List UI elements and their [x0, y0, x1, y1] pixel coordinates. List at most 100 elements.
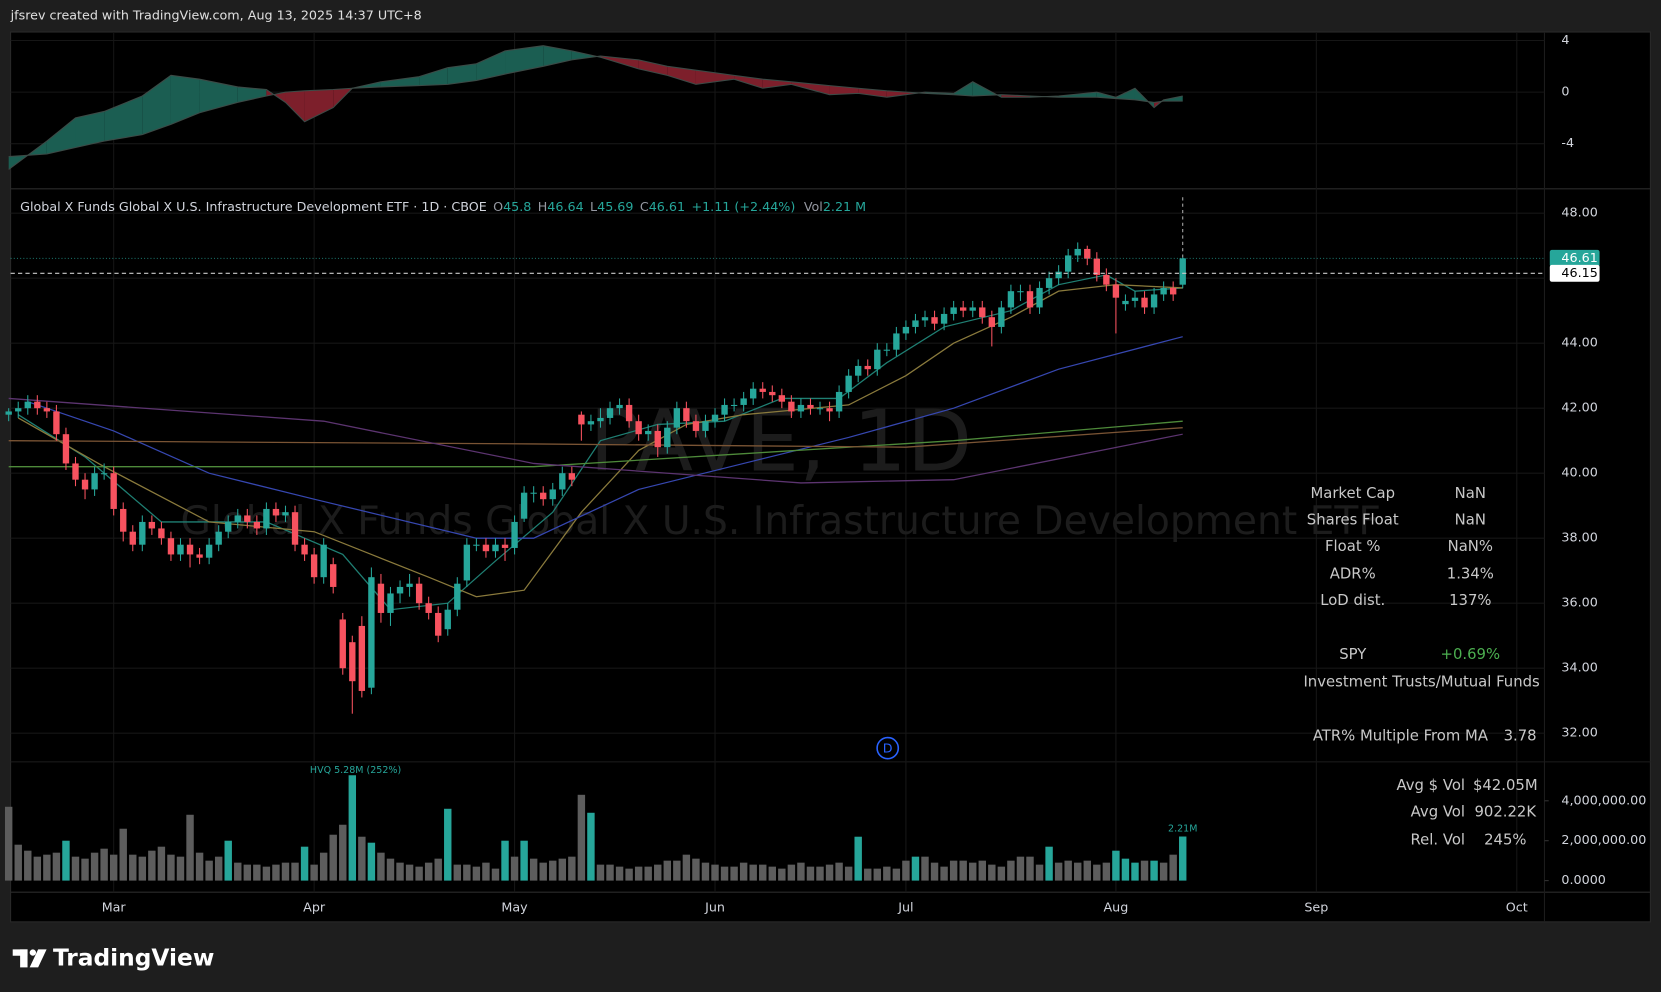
- volume-bar: [911, 856, 920, 881]
- osc-fill: [170, 75, 200, 125]
- legend-title: Global X Funds Global X U.S. Infrastruct…: [20, 198, 487, 213]
- volume-bar: [415, 866, 423, 881]
- candle-body: [91, 473, 98, 490]
- volume-bar: [348, 775, 357, 881]
- moving-average: [8, 427, 1183, 448]
- candle-body: [530, 492, 537, 494]
- volume-bar: [424, 862, 433, 881]
- info-value: NaN: [1455, 511, 1486, 528]
- volume-bar: [978, 860, 986, 881]
- volume-bar: [377, 852, 385, 881]
- osc-line: [8, 55, 1183, 158]
- candle-body: [587, 421, 595, 425]
- event-marker[interactable]: D: [876, 736, 900, 760]
- candle-body: [664, 427, 671, 448]
- volume-annotation: HVQ 5.28M (252%): [310, 765, 401, 776]
- volume-bar: [300, 846, 309, 881]
- candle-body: [15, 408, 22, 412]
- candle-body: [463, 544, 471, 581]
- volume-bar: [24, 850, 32, 881]
- candle-body: [244, 515, 251, 522]
- volume-bar: [214, 856, 223, 881]
- info-label: ADR%: [1330, 565, 1376, 582]
- x-tick-label: Apr: [303, 900, 326, 915]
- osc-fill: [380, 76, 420, 87]
- candle-body: [186, 544, 194, 555]
- volume-bar: [864, 868, 872, 881]
- candle-body: [177, 544, 184, 555]
- candle-body: [845, 375, 852, 392]
- level-label: 46.15: [1561, 265, 1597, 280]
- volume-bar: [281, 862, 290, 881]
- osc-fill: [199, 79, 238, 113]
- y-tick-label: 42.00: [1561, 400, 1597, 415]
- candle-body: [1084, 248, 1091, 259]
- volume-bar: [844, 866, 853, 881]
- candle-body: [998, 307, 1005, 327]
- y-tick-label: 36.00: [1561, 595, 1597, 610]
- info-value: 137%: [1449, 592, 1491, 609]
- candle-body: [310, 554, 318, 578]
- y-tick-label: 40.00: [1561, 465, 1597, 480]
- candle-body: [683, 408, 690, 422]
- candle-body: [625, 404, 633, 422]
- osc-fill: [1115, 88, 1135, 100]
- candle-body: [454, 583, 461, 610]
- osc-tick-label: 0: [1561, 84, 1569, 99]
- volume-bar: [768, 866, 776, 881]
- volume-bar: [549, 860, 557, 881]
- volume-bar: [253, 864, 261, 881]
- candle-body: [301, 544, 308, 555]
- volume-bar: [81, 858, 89, 881]
- osc-fill: [447, 63, 477, 85]
- osc-fill: [476, 50, 506, 81]
- y-tick-label: 34.00: [1561, 660, 1597, 675]
- volume-bar: [787, 864, 796, 881]
- candle-body: [1131, 297, 1139, 301]
- volume-tick-label: 4,000,000.00: [1561, 792, 1646, 807]
- volume-bar: [596, 864, 605, 881]
- candle-body: [1112, 284, 1120, 298]
- candle-body: [864, 365, 871, 370]
- legend-label: L: [590, 198, 598, 213]
- candle-body: [129, 531, 136, 545]
- volume-bar: [463, 864, 471, 881]
- watermark: PAVE, 1D Global X Funds Global X U.S. In…: [181, 392, 1381, 544]
- info-table: Market Cap NaN Shares Float NaN Float % NaN% A…: [1303, 485, 1539, 848]
- volume-bar: [711, 864, 719, 881]
- candle-body: [1179, 258, 1186, 285]
- volume-bar: [1179, 836, 1187, 881]
- y-tick-label: 32.00: [1561, 725, 1597, 740]
- volume-bar: [482, 862, 490, 881]
- candle-body: [874, 349, 881, 370]
- level-tag: [1549, 264, 1600, 282]
- candle-body: [501, 544, 509, 548]
- volume-bar: [71, 856, 80, 881]
- volume-bar: [453, 864, 462, 881]
- candle-body: [473, 544, 480, 546]
- volume-bar: [224, 840, 232, 881]
- candle-body: [835, 391, 843, 412]
- candle-body: [415, 583, 423, 604]
- moving-average: [17, 284, 1183, 598]
- volume-bar: [969, 862, 977, 881]
- candle-body: [282, 512, 289, 516]
- legend-label: O: [493, 198, 503, 213]
- volume-bar: [1093, 864, 1101, 881]
- info-value: NaN%: [1448, 538, 1493, 555]
- volume-bar: [778, 868, 786, 881]
- volume-bar: [520, 840, 528, 881]
- candle-body: [921, 317, 929, 321]
- osc-fill: [505, 45, 544, 75]
- volume-bar: [816, 866, 824, 881]
- candle-body: [797, 404, 805, 412]
- volume-bar: [1083, 860, 1091, 881]
- osc-line: [8, 45, 1183, 170]
- candle-body: [578, 414, 585, 425]
- osc-fill: [667, 66, 696, 85]
- x-tick-label: Aug: [1103, 900, 1128, 915]
- volume-bar: [1035, 864, 1044, 881]
- candle-body: [34, 401, 41, 409]
- candle-body: [721, 404, 728, 415]
- volume-bar: [1045, 846, 1053, 881]
